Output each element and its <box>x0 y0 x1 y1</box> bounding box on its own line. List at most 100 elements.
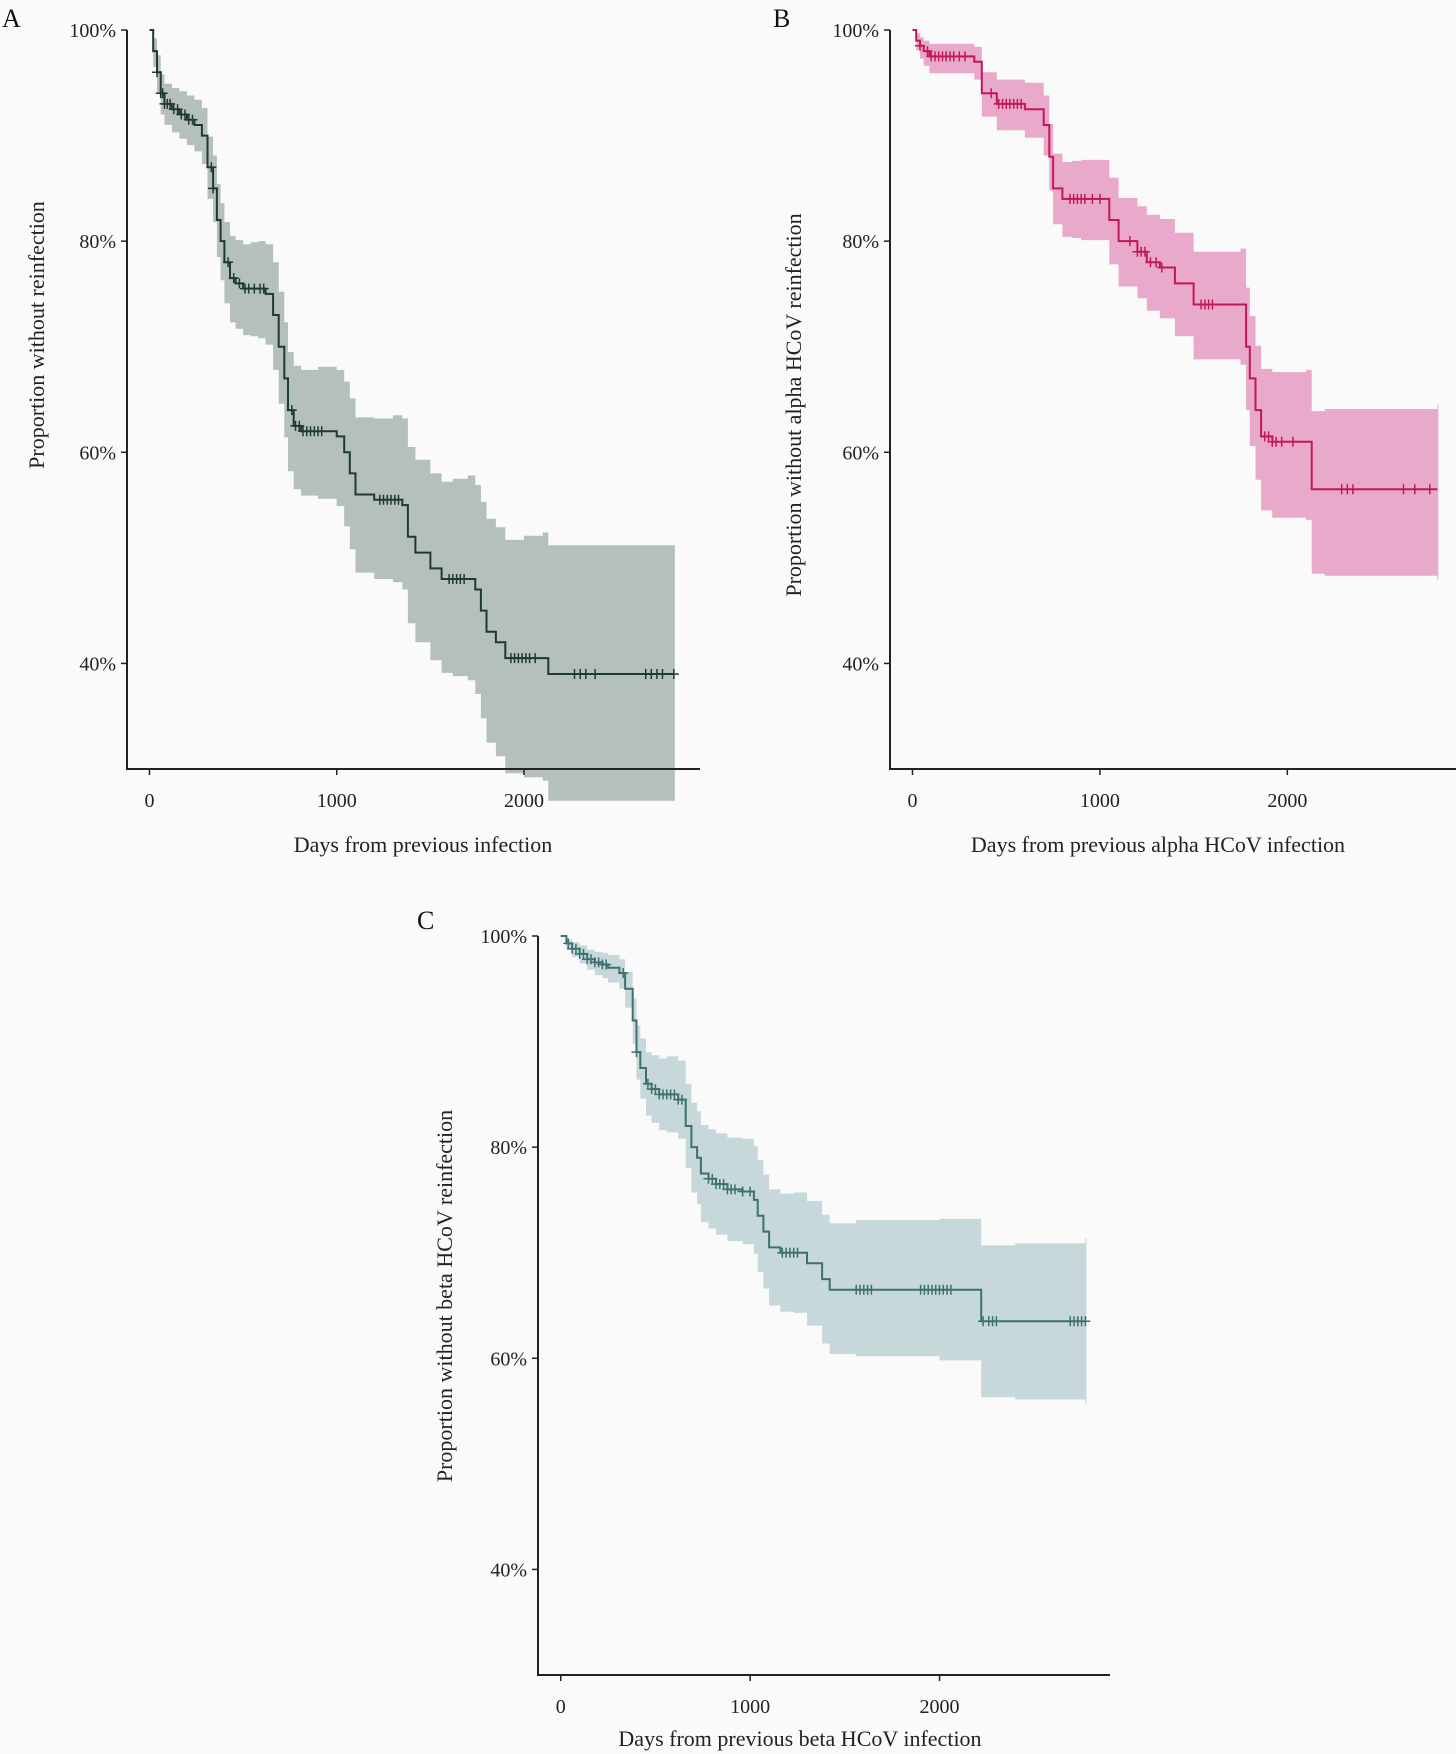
y-tick-label: 100% <box>832 20 879 42</box>
censor-mark <box>1263 431 1274 442</box>
censor-mark <box>601 959 612 970</box>
censor-mark <box>792 1247 803 1258</box>
x-tick-label: 1000 <box>317 790 357 812</box>
y-tick-label: 80% <box>842 231 879 253</box>
censor-mark <box>668 669 679 679</box>
confidence-band <box>560 936 1087 1405</box>
x-tick-label: 0 <box>556 1696 566 1718</box>
censor-mark <box>1124 236 1135 247</box>
x-tick-label: 1000 <box>730 1696 770 1718</box>
x-axis-ticks: 0 1000 2000 <box>144 769 544 812</box>
survival-line-layer <box>912 29 1438 491</box>
panel-b: B 40% 60% 80% 100% 0 1000 2000 Days from prev… <box>773 4 1456 857</box>
y-tick-label: 100% <box>480 926 527 948</box>
censor-mark <box>1276 436 1287 447</box>
censor-mark <box>187 114 198 125</box>
censor-mark <box>1409 484 1420 495</box>
panel-a: A 40% 60% 80% 100% 0 1000 2000 Days from prev… <box>2 4 700 857</box>
y-tick-label: 60% <box>79 442 116 464</box>
censor-mark <box>642 1078 653 1089</box>
x-tick-label: 2000 <box>1267 790 1307 812</box>
panel-label: C <box>417 906 434 935</box>
censor-marks <box>915 40 1435 495</box>
censor-mark <box>223 257 234 268</box>
censor-mark <box>228 273 239 284</box>
censor-mark <box>258 283 269 294</box>
censor-mark <box>294 420 305 431</box>
censor-marks <box>152 67 679 679</box>
y-axis-title: Proportion without beta HCoV reinfection <box>432 1110 457 1482</box>
censor-mark <box>459 574 470 584</box>
panel-c: C 40% 60% 80% 100% 0 1000 2000 Days from prev… <box>417 906 1110 1751</box>
censor-mark <box>180 109 190 120</box>
censor-mark <box>578 948 589 959</box>
censor-mark <box>206 162 217 173</box>
confidence-band <box>149 30 675 801</box>
x-tick-label: 2000 <box>920 1696 960 1718</box>
censor-mark <box>650 1084 661 1095</box>
censor-mark <box>165 98 176 109</box>
censor-mark <box>1080 1316 1091 1327</box>
censor-mark <box>707 1173 718 1184</box>
x-axis-title: Days from previous beta HCoV infection <box>618 1726 981 1751</box>
censor-mark <box>570 943 581 954</box>
censor-mark <box>1207 299 1218 310</box>
censor-mark <box>1016 98 1027 109</box>
survival-step-line <box>912 29 1438 491</box>
y-tick-label: 40% <box>490 1559 527 1581</box>
x-tick-label: 1000 <box>1080 790 1120 812</box>
censor-mark <box>960 51 970 62</box>
censor-mark <box>1424 484 1435 495</box>
censor-mark <box>393 494 404 505</box>
censor-mark <box>1094 193 1105 204</box>
y-tick-label: 80% <box>490 1137 527 1159</box>
confidence-band-layer <box>149 30 675 801</box>
y-axis-title: Proportion without alpha HCoV reinfectio… <box>781 213 806 596</box>
censor-mark <box>986 88 997 99</box>
x-tick-label: 0 <box>907 790 917 812</box>
censor-mark <box>676 1094 687 1105</box>
censor-mark <box>730 1184 740 1195</box>
y-tick-label: 100% <box>69 20 116 42</box>
censor-mark <box>718 1179 729 1190</box>
censor-mark <box>1287 436 1298 447</box>
censor-mark <box>1347 484 1358 495</box>
censor-mark <box>945 1284 956 1295</box>
y-axis-ticks: 40% 60% 80% 100% <box>480 926 538 1581</box>
censor-mark <box>631 1047 642 1058</box>
censor-mark <box>669 1089 680 1100</box>
y-tick-label: 60% <box>842 442 879 464</box>
censor-mark <box>922 46 933 57</box>
censor-mark <box>172 104 183 115</box>
confidence-band <box>912 30 1439 580</box>
censor-mark <box>530 653 541 664</box>
x-axis-ticks: 0 1000 2000 <box>907 769 1307 812</box>
censor-mark <box>991 1316 1002 1327</box>
y-tick-label: 80% <box>79 231 116 253</box>
censor-mark <box>580 669 591 679</box>
survival-line-layer <box>149 29 674 675</box>
x-axis-ticks: 0 1000 2000 <box>556 1675 960 1718</box>
censor-mark <box>208 183 219 194</box>
censor-mark <box>316 426 327 437</box>
panel-label: A <box>2 4 21 33</box>
censor-mark <box>745 1186 756 1197</box>
censor-mark <box>1151 257 1162 268</box>
panel-label: B <box>773 4 790 33</box>
censor-mark <box>915 40 925 51</box>
x-axis-title: Days from previous alpha HCoV infection <box>971 832 1345 857</box>
confidence-band-layer <box>912 30 1439 580</box>
y-tick-label: 60% <box>490 1348 527 1370</box>
censor-mark <box>1398 484 1409 495</box>
y-axis-ticks: 40% 60% 80% 100% <box>69 20 127 675</box>
censor-marks <box>563 938 1091 1327</box>
x-tick-label: 0 <box>144 790 154 812</box>
y-tick-label: 40% <box>842 653 879 675</box>
censor-mark <box>590 669 601 679</box>
censor-mark <box>286 405 297 416</box>
censor-mark <box>1156 262 1167 273</box>
y-tick-label: 40% <box>79 653 116 675</box>
x-axis-title: Days from previous infection <box>294 832 552 857</box>
censor-mark <box>618 968 629 978</box>
